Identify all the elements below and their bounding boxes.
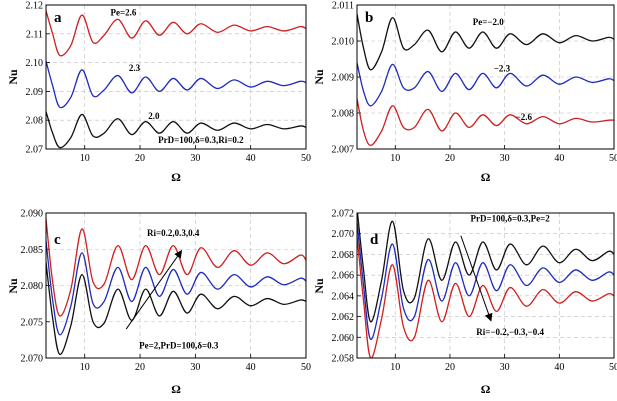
x-tick-label: 30 xyxy=(190,362,200,373)
series-line-2 xyxy=(357,221,614,341)
series-line-1 xyxy=(357,13,614,71)
y-tick-label: 2.068 xyxy=(332,250,355,261)
annotation: −2.6 xyxy=(516,112,533,122)
annotation: −2.3 xyxy=(494,64,511,74)
y-tick-label: 2.11 xyxy=(26,29,43,40)
trend-arrow xyxy=(460,235,493,322)
annotation: Pe=2,PrD=100,δ=0.3 xyxy=(139,341,219,351)
y-tick-label: 2.07 xyxy=(26,145,44,156)
annotation: Ri=0.2,0.3,0.4 xyxy=(147,228,200,238)
x-tick-label: 30 xyxy=(500,362,510,373)
y-tick-label: 2.008 xyxy=(332,109,355,120)
annotation: PrD=100,δ=0.3,Pe=2 xyxy=(470,213,550,223)
y-tick-label: 2.066 xyxy=(332,271,355,282)
x-tick-label: 50 xyxy=(301,362,311,373)
plot-frame xyxy=(356,4,615,150)
y-tick-label: 2.058 xyxy=(332,354,355,365)
series-line-3 xyxy=(46,111,306,149)
annotation: PrD=100,δ=0.3,Ri=0.2 xyxy=(158,135,244,145)
x-tick-label: 40 xyxy=(554,362,564,373)
y-tick-label: 2.070 xyxy=(21,354,44,365)
x-tick-label: 40 xyxy=(554,153,564,164)
plot-frame xyxy=(45,212,307,359)
series-line-3 xyxy=(46,262,306,356)
y-tick-label: 2.010 xyxy=(332,37,355,48)
panel-label: c xyxy=(54,232,61,248)
x-tick-label: 20 xyxy=(445,362,455,373)
y-tick-label: 2.09 xyxy=(26,87,44,98)
x-tick-label: 50 xyxy=(609,362,617,373)
x-axis-label: Ω xyxy=(481,382,491,396)
y-tick-label: 2.072 xyxy=(332,209,355,220)
y-tick-label: 2.009 xyxy=(332,73,355,84)
annotation: Ri=−0.2,−0.3,−0.4 xyxy=(476,327,544,337)
y-tick-label: 2.070 xyxy=(332,229,355,240)
annotation: Pe=2.6 xyxy=(111,8,137,18)
x-tick-label: 20 xyxy=(135,153,145,164)
x-tick-label: 20 xyxy=(445,153,455,164)
x-tick-label: 50 xyxy=(609,153,617,164)
chart-panel-a: 2.07 2.08 2.09 2.10 2.11 2.12 10 20 30 40 50 Pe=2.6… xyxy=(6,1,311,185)
x-tick-label: 40 xyxy=(246,153,256,164)
y-axis-label: Nu xyxy=(6,278,20,294)
x-axis-label: Ω xyxy=(481,170,491,184)
y-tick-label: 2.085 xyxy=(21,245,44,256)
x-tick-label: 30 xyxy=(500,153,510,164)
series-line-2 xyxy=(46,60,306,109)
y-tick-label: 2.007 xyxy=(332,145,355,156)
series-line-1 xyxy=(46,10,306,57)
y-axis-label: Nu xyxy=(312,69,326,85)
x-tick-label: 10 xyxy=(390,362,400,373)
plot-frame xyxy=(356,212,615,359)
series-line-1 xyxy=(357,213,614,323)
chart-panel-d: 2.058 2.060 2.062 2.064 2.066 2.068 2.070 2.072… xyxy=(312,209,617,397)
series-line-1 xyxy=(46,218,306,317)
panel-label: a xyxy=(54,10,62,26)
y-axis-label: Nu xyxy=(312,278,326,294)
x-tick-label: 30 xyxy=(190,153,200,164)
annotation: 2.0 xyxy=(148,111,160,121)
y-tick-label: 2.064 xyxy=(332,291,355,302)
x-axis-label: Ω xyxy=(171,382,181,396)
plot-frame xyxy=(45,4,307,150)
y-axis-label: Nu xyxy=(6,69,20,85)
chart-panel-c: 2.070 2.075 2.080 2.085 2.090 10 20 30 40 50 Ri=0.… xyxy=(6,209,311,397)
x-tick-label: 40 xyxy=(246,362,256,373)
annotation: Pe=−2.0 xyxy=(473,17,504,27)
annotation: 2.3 xyxy=(129,63,141,73)
y-tick-label: 2.060 xyxy=(332,333,355,344)
y-tick-label: 2.011 xyxy=(332,1,354,12)
series-line-2 xyxy=(357,62,614,107)
y-tick-label: 2.080 xyxy=(21,281,44,292)
y-tick-label: 2.062 xyxy=(332,312,355,323)
y-tick-label: 2.08 xyxy=(26,116,44,127)
series-line-2 xyxy=(46,240,306,336)
trend-arrow xyxy=(125,249,183,330)
y-tick-label: 2.12 xyxy=(26,1,44,12)
x-tick-label: 10 xyxy=(390,153,400,164)
series-line-3 xyxy=(357,235,614,358)
chart-panel-b: 2.007 2.008 2.009 2.010 2.011 10 20 30 40 50 Pe=−2… xyxy=(312,1,617,185)
x-tick-label: 50 xyxy=(301,153,311,164)
y-tick-label: 2.090 xyxy=(21,209,44,220)
panel-label: d xyxy=(370,232,379,248)
x-tick-label: 10 xyxy=(80,362,90,373)
x-tick-label: 20 xyxy=(135,362,145,373)
x-tick-label: 10 xyxy=(80,153,90,164)
x-axis-label: Ω xyxy=(171,170,181,184)
panel-label: b xyxy=(365,10,373,26)
y-tick-label: 2.10 xyxy=(26,58,44,69)
series-line-3 xyxy=(357,98,614,147)
y-tick-label: 2.075 xyxy=(21,317,44,328)
